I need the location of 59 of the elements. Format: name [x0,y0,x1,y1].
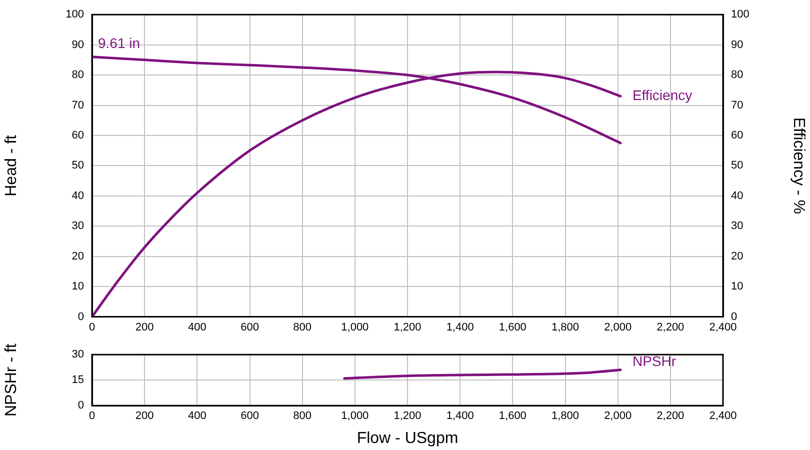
series-label: 9.61 in [98,34,140,51]
x-tick-label: 0 [88,410,96,422]
x-tick-label: 1,800 [551,410,580,422]
y-tick-label: 70 [72,99,84,112]
y-tick-label: 80 [72,69,84,82]
y2-tick-label: 30 [731,220,744,232]
x-tick-label: 1,400 [446,321,474,334]
y2-tick-label: 100 [731,8,750,21]
x-tick-label: 2,000 [604,410,632,422]
y-tick-label: 10 [72,280,84,293]
y2-tick-label: 40 [731,190,744,202]
x-tick-label: 1,200 [394,321,422,334]
x-tick-label: 800 [293,410,312,422]
y-tick-label: 60 [72,130,84,142]
y-tick-label: 50 [72,160,84,172]
y2-axis-title: Efficiency - % [790,117,807,214]
x-axis-title: Flow - USgpm [356,430,458,447]
y2-tick-label: 0 [731,310,738,323]
x-tick-label: 1,600 [498,410,526,422]
x-tick-label: 1,400 [446,410,474,422]
series-label: Efficiency [632,87,692,104]
x-tick-label: 1,600 [498,321,526,334]
line-series [343,368,622,380]
x-tick-label: 400 [188,410,206,422]
x-tick-label: 800 [293,321,312,334]
x-tick-label: 2,000 [604,321,632,334]
y2-tick-label: 60 [731,130,744,142]
x-tick-label: 2,400 [709,410,737,422]
y2-tick-label: 90 [731,38,744,51]
y2-tick-label: 50 [731,160,744,172]
x-tick-label: 1,000 [341,321,369,334]
y2-tick-label: 10 [731,280,744,293]
y-tick-label: 30 [72,220,84,232]
x-tick-label: 200 [135,410,154,422]
y-axis-title: Head - ft [3,134,20,196]
x-tick-label: 200 [135,321,154,334]
x-tick-label: 1,800 [551,321,580,334]
x-tick-label: 400 [188,321,206,334]
y-tick-label: 90 [72,38,84,51]
y2-tick-label: 80 [731,69,744,82]
x-tick-label: 2,400 [709,321,737,334]
y-tick-label: 100 [66,8,84,21]
y-axis-title: NPSHr - ft [3,343,20,417]
x-tick-label: 600 [240,321,259,334]
y-tick-label: 40 [72,190,84,202]
y-tick-label: 20 [72,250,84,262]
y-tick-label: 15 [72,374,84,386]
y-tick-label: 0 [78,310,84,323]
y-tick-label: 30 [72,348,84,361]
x-tick-label: 2,200 [656,321,684,334]
y2-tick-label: 20 [731,250,744,262]
y2-tick-label: 70 [731,99,744,112]
x-tick-label: 2,200 [656,410,684,422]
x-tick-label: 600 [240,410,259,422]
x-tick-label: 1,000 [341,410,369,422]
x-tick-label: 1,200 [394,410,422,422]
y-tick-label: 0 [78,400,84,412]
series-label: NPSHr [632,352,676,369]
x-tick-label: 0 [88,321,96,334]
